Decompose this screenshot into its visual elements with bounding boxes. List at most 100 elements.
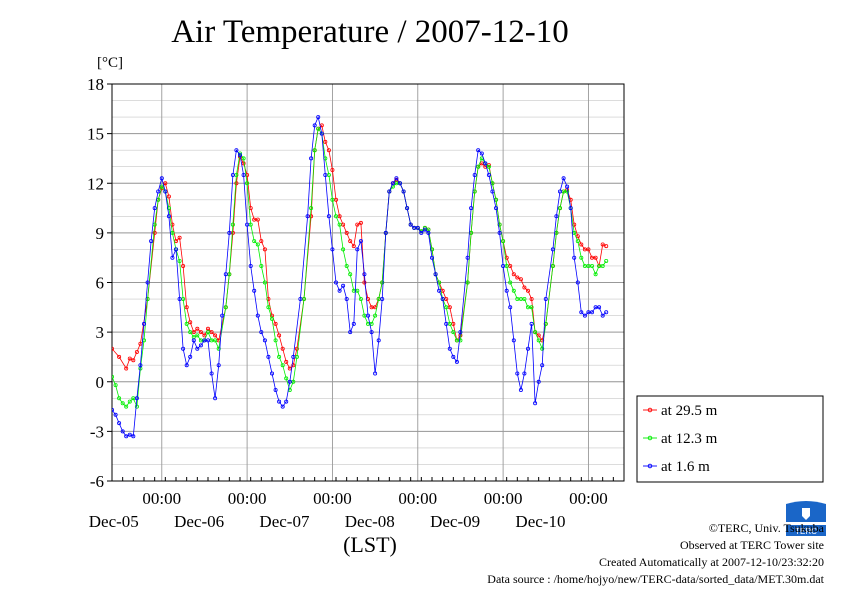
chart-title: Air Temperature / 2007-12-10 — [171, 14, 569, 50]
series-point — [465, 255, 470, 260]
series-point — [170, 222, 175, 227]
series-point — [550, 263, 555, 268]
legend-label: at 1.6 m — [661, 459, 710, 475]
series-point — [284, 359, 289, 364]
series-point — [145, 280, 150, 285]
x-axis-label: (LST) — [343, 532, 397, 557]
series-point — [259, 330, 264, 335]
series-point — [127, 356, 132, 361]
series-point — [134, 349, 139, 354]
series-point — [540, 346, 545, 351]
series-point — [540, 363, 545, 368]
footer-source: Data source : /home/hojyo/new/TERC-data/… — [487, 572, 824, 586]
series-point — [476, 164, 481, 169]
series-point — [397, 181, 402, 186]
series-point — [255, 217, 260, 222]
series-point — [230, 222, 235, 227]
series-point — [579, 242, 584, 247]
series-point — [558, 206, 563, 211]
x-tick-label-date: Dec-09 — [430, 512, 480, 531]
series-point — [383, 230, 388, 235]
series-point — [348, 239, 353, 244]
series-point — [522, 296, 527, 301]
series-point — [444, 305, 449, 310]
series-point — [259, 263, 264, 268]
series-point — [526, 288, 531, 293]
series-point — [604, 258, 609, 263]
series-point — [262, 280, 267, 285]
series-point — [223, 305, 228, 310]
series-point — [451, 330, 456, 335]
series-point — [529, 321, 534, 326]
series-point — [277, 354, 282, 359]
series-point — [543, 296, 548, 301]
series-point — [205, 338, 210, 343]
series-point — [408, 222, 413, 227]
series-point — [362, 280, 367, 285]
series-point — [437, 288, 442, 293]
series-point — [287, 379, 292, 384]
series-point — [394, 176, 399, 181]
series-point — [319, 131, 324, 136]
series-point — [575, 234, 580, 239]
series-point — [195, 326, 200, 331]
series-point — [469, 206, 474, 211]
legend-label: at 12.3 m — [661, 431, 718, 447]
svg-text:TERC: TERC — [795, 527, 817, 536]
footer-created: Created Automatically at 2007-12-10/23:3… — [599, 555, 824, 569]
series-point — [227, 230, 232, 235]
series-point — [579, 255, 584, 260]
series-point — [504, 288, 509, 293]
series-point — [202, 333, 207, 338]
series-point — [344, 263, 349, 268]
series-point — [312, 148, 317, 153]
series-point — [131, 358, 136, 363]
series-point — [550, 247, 555, 252]
series-point — [533, 401, 538, 406]
series-point — [124, 434, 129, 439]
series-point — [277, 333, 282, 338]
series-point — [213, 333, 218, 338]
series-point — [209, 371, 214, 376]
series-point — [522, 371, 527, 376]
series-point — [429, 255, 434, 260]
series-point — [305, 214, 310, 219]
series-point — [255, 313, 260, 318]
series-point — [284, 376, 289, 381]
x-tick-label-time: 00:00 — [142, 489, 181, 508]
series-point — [451, 354, 456, 359]
series-point — [508, 305, 513, 310]
series-point — [401, 189, 406, 194]
series-point — [526, 346, 531, 351]
footer-copyright: ©TERC, Univ. Tsukuba — [708, 521, 824, 535]
series-point — [127, 432, 132, 437]
series-point — [575, 239, 580, 244]
series-point — [415, 225, 420, 230]
series-point — [156, 189, 161, 194]
series-point — [565, 184, 570, 189]
terc-logo-icon: TERC — [784, 500, 828, 538]
series-point — [213, 338, 218, 343]
series-point — [600, 313, 605, 318]
y-tick-label: 9 — [96, 224, 105, 243]
series-point — [490, 189, 495, 194]
x-tick-label-time: 00:00 — [228, 489, 267, 508]
series-point — [170, 230, 175, 235]
series-point — [141, 321, 146, 326]
series-point — [294, 346, 299, 351]
series-point — [127, 399, 132, 404]
legend-swatch-marker — [647, 463, 653, 469]
series-point — [117, 421, 122, 426]
series-point — [597, 305, 602, 310]
series-point — [255, 242, 260, 247]
series-point — [344, 296, 349, 301]
series-point — [447, 346, 452, 351]
series-point — [330, 247, 335, 252]
series-point — [593, 272, 598, 277]
series-point — [112, 407, 114, 412]
series-point — [351, 244, 356, 249]
series-point — [454, 359, 459, 364]
series-line — [112, 115, 607, 437]
series-point — [166, 194, 171, 199]
